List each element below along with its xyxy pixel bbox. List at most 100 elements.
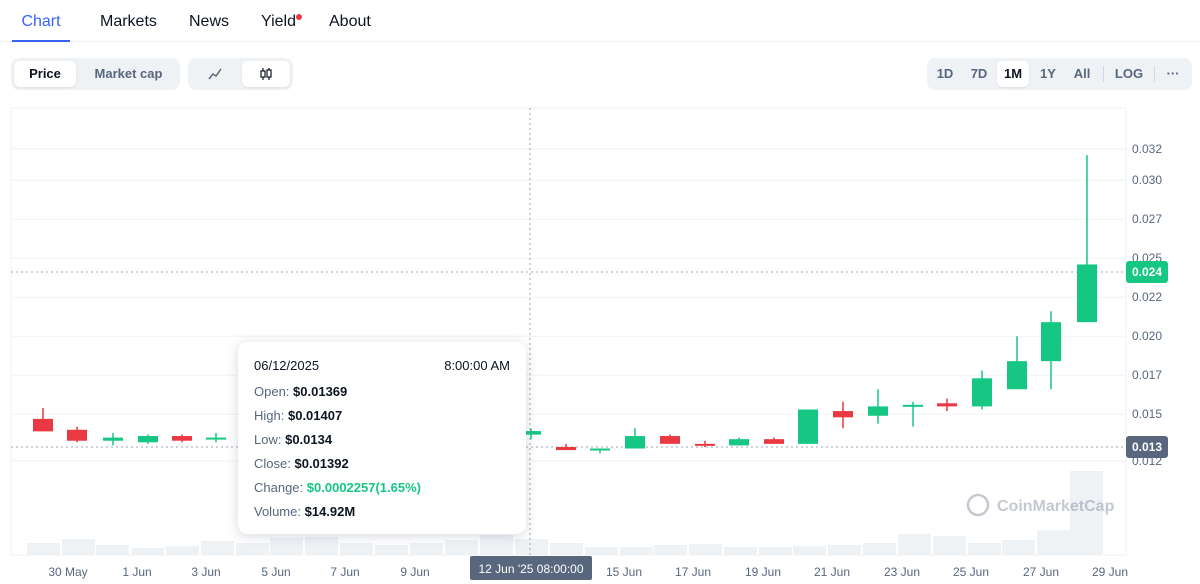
- candle-body: [764, 439, 784, 444]
- range-divider: [1103, 66, 1104, 82]
- candle-body: [103, 437, 123, 441]
- tab-markets[interactable]: Markets: [100, 13, 157, 30]
- candle-body: [172, 436, 192, 441]
- x-tick-label: 17 Jun: [675, 565, 711, 579]
- volume-bar: [410, 543, 443, 555]
- candle-body: [556, 446, 576, 451]
- candle-body: [625, 436, 645, 449]
- tab-about[interactable]: About: [329, 13, 371, 30]
- line-chart-button[interactable]: [191, 61, 239, 87]
- volume-bar: [898, 534, 931, 555]
- volume-bar: [689, 544, 722, 555]
- tab-news[interactable]: News: [189, 13, 230, 30]
- candle-body: [833, 411, 853, 418]
- candle-body: [937, 403, 957, 407]
- volume-bar: [620, 547, 653, 555]
- volume-bar: [445, 540, 478, 555]
- candle-body: [1077, 264, 1097, 323]
- tooltip-time: 8:00:00 AM: [444, 358, 510, 373]
- coinmarketcap-logo-icon: [966, 493, 990, 517]
- y-tick-label: 0.030: [1132, 173, 1162, 187]
- more-divider: [1154, 66, 1155, 82]
- x-tick-label: 1 Jun: [122, 565, 151, 579]
- range-1y-button[interactable]: 1Y: [1040, 66, 1056, 81]
- volume-bar: [654, 545, 687, 555]
- volume-bar: [62, 539, 95, 555]
- candle-body: [590, 448, 610, 451]
- candle-body: [729, 439, 749, 446]
- candle-body: [660, 436, 680, 444]
- volume-bar: [1037, 530, 1070, 555]
- volume-bar: [480, 535, 513, 555]
- volume-bar: [27, 543, 60, 555]
- volume-bar: [1002, 540, 1035, 555]
- x-tick-label: 27 Jun: [1023, 565, 1059, 579]
- tooltip-low: Low: $0.0134: [254, 432, 333, 447]
- range-toggle: 1D 7D 1M 1Y All LOG ···: [927, 58, 1192, 90]
- volume-bar: [933, 536, 966, 555]
- line-chart-icon: [208, 68, 222, 80]
- volume-bar: [166, 546, 199, 555]
- range-7d-button[interactable]: 7D: [970, 66, 988, 81]
- range-1m-button[interactable]: 1M: [997, 61, 1029, 87]
- tab-chart[interactable]: Chart: [12, 13, 70, 42]
- candle-body: [33, 418, 53, 432]
- x-tick-label: 30 May: [48, 565, 87, 579]
- candle-body: [695, 443, 715, 446]
- tooltip-volume: Volume: $14.92M: [254, 504, 356, 519]
- plot-frame: [10, 107, 1127, 556]
- volume-bar: [759, 547, 792, 555]
- range-1d-button[interactable]: 1D: [936, 66, 954, 81]
- market-cap-button[interactable]: Market cap: [94, 66, 163, 81]
- volume-bar: [515, 539, 548, 555]
- log-button[interactable]: LOG: [1114, 66, 1144, 81]
- candle-body: [521, 431, 541, 435]
- candle-body: [1007, 361, 1027, 390]
- candlestick-icon: [260, 68, 272, 80]
- top-nav: Chart Markets News Yield About: [0, 0, 1200, 42]
- y-tick-label: 0.032: [1132, 142, 1162, 156]
- volume-bar: [863, 543, 896, 555]
- range-all-button[interactable]: All: [1073, 66, 1091, 81]
- volume-bar: [968, 543, 1001, 555]
- chart-style-toggle: [188, 58, 293, 90]
- volume-bar: [828, 545, 861, 555]
- candlestick-button[interactable]: [242, 61, 290, 87]
- volume-bar: [201, 541, 234, 555]
- tab-yield[interactable]: Yield: [261, 13, 296, 30]
- volume-bar: [270, 538, 303, 555]
- notification-dot: [296, 14, 302, 20]
- x-tick-label: 15 Jun: [606, 565, 642, 579]
- x-tick-label: 3 Jun: [191, 565, 220, 579]
- volume-bar: [96, 545, 129, 555]
- candle-body: [67, 429, 87, 441]
- x-tick-label: 21 Jun: [814, 565, 850, 579]
- price-button[interactable]: Price: [14, 61, 76, 87]
- candle-body: [868, 406, 888, 416]
- ohlc-tooltip: 06/12/2025 8:00:00 AM Open: $0.01369 Hig…: [238, 342, 526, 534]
- volume-bar: [340, 543, 373, 555]
- x-tick-label: 25 Jun: [953, 565, 989, 579]
- y-tick-label: 0.027: [1132, 212, 1162, 226]
- crosshair-date-label: 12 Jun '25 08:00:00: [470, 556, 592, 580]
- candle-body: [903, 404, 923, 407]
- x-tick-label: 7 Jun: [330, 565, 359, 579]
- candle-body: [798, 409, 818, 444]
- tooltip-high: High: $0.01407: [254, 408, 343, 423]
- volume-bar: [585, 547, 618, 555]
- watermark: CoinMarketCap: [966, 493, 1115, 517]
- candle-body: [138, 436, 158, 443]
- volume-bar: [550, 543, 583, 555]
- more-button[interactable]: ···: [1166, 66, 1180, 81]
- volume-bar: [131, 548, 164, 555]
- y-tick-label: 0.020: [1132, 329, 1162, 343]
- candle-body: [1041, 322, 1061, 362]
- tooltip-date: 06/12/2025: [254, 358, 320, 373]
- volume-bar: [236, 543, 269, 555]
- volume-bar: [793, 546, 826, 555]
- y-tick-label: 0.017: [1132, 368, 1162, 382]
- tooltip-close: Close: $0.01392: [254, 456, 349, 471]
- tooltip-open: Open: $0.01369: [254, 384, 348, 399]
- hover-price-tag: 0.013: [1126, 436, 1168, 458]
